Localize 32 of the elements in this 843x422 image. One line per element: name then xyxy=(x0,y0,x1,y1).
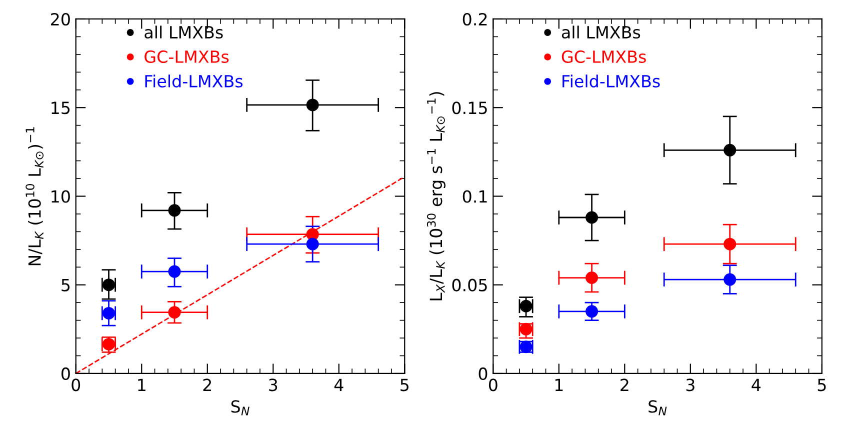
y-tick-label: 10 xyxy=(52,190,70,203)
y-tick-label: 5 xyxy=(62,279,70,292)
y-tick-label: 0.1 xyxy=(462,190,487,203)
x-tick-label: 4 xyxy=(752,378,761,391)
x-tick-label: 1 xyxy=(138,378,146,391)
text: L$_{X}$/L$_{K}$ (10$^{30}$ erg s$^{−1}$ L$_{K⊙}$$^{−1}$) xyxy=(426,92,446,300)
legend-label: Field-LMXBs xyxy=(562,74,660,88)
x-tick-label: 0 xyxy=(488,378,498,392)
y-axis-title: N/L$_{K}$ (10$^{10}$ L$_{K⊙}$)$^{−1}$ xyxy=(26,127,44,266)
x-tick-label: 0 xyxy=(72,378,80,392)
y-tick-label: 0 xyxy=(478,367,488,380)
legend-label: GC-LMXBs xyxy=(562,50,646,64)
x-tick-label: 3 xyxy=(269,378,278,392)
x-tick-label: 5 xyxy=(400,378,408,392)
x-axis-title: S$_{N}$ xyxy=(648,400,667,416)
x-tick-label: 3 xyxy=(686,378,694,392)
x-tick-label: 1 xyxy=(555,378,563,391)
x-tick-label: 5 xyxy=(818,378,826,392)
y-tick-label: 0 xyxy=(62,367,70,380)
y-tick-label: 0.2 xyxy=(462,12,487,26)
y-tick-label: 0.15 xyxy=(452,102,487,114)
legend-label: all LMXBs xyxy=(144,26,223,39)
legend-label: GC-LMXBs xyxy=(144,50,229,64)
x-axis-title: S$_{N}$ xyxy=(231,400,250,416)
legend-label: Field-LMXBs xyxy=(145,74,243,88)
x-tick-label: 2 xyxy=(203,378,212,391)
x-tick-label: 4 xyxy=(334,378,344,391)
legend-label: all LMXBs xyxy=(562,26,640,39)
y-tick-label: 0.05 xyxy=(452,278,487,292)
x-tick-label: 2 xyxy=(620,378,628,391)
y-tick-label: 20 xyxy=(51,12,70,26)
y-tick-label: 15 xyxy=(52,102,70,114)
